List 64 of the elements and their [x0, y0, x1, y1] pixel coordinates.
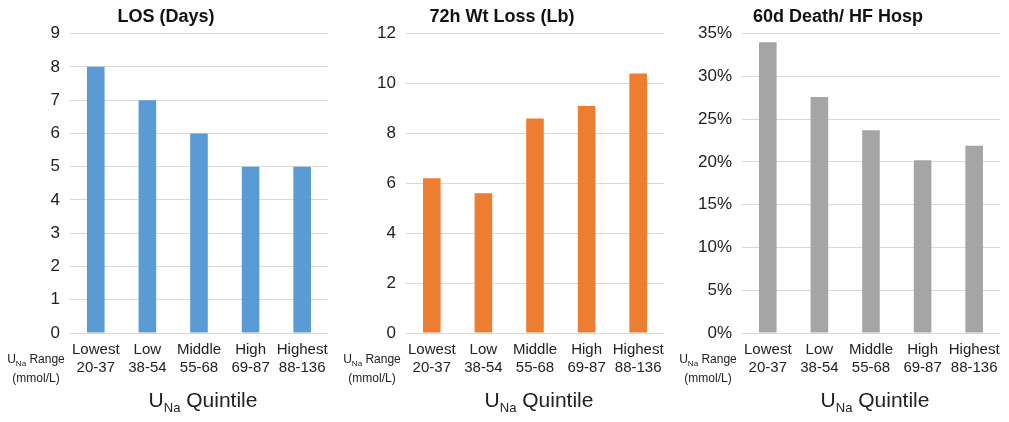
y-tick-label: 25%	[697, 108, 732, 128]
y-tick-label: 20%	[697, 151, 732, 171]
bar	[913, 160, 932, 333]
x-tick-label: Lowest 20-37	[72, 340, 121, 376]
bar	[965, 145, 983, 333]
text: U$_{Na}$ Range (mmol/L)	[678, 352, 738, 387]
bar	[423, 178, 441, 333]
x-axis-title: U$_{Na}$ Quintile	[147, 388, 259, 416]
bar	[577, 105, 596, 333]
y-tick-label: 1	[50, 289, 60, 309]
x-axis-title: U$_{Na}$ Quintile	[819, 388, 931, 416]
x-tick-label: Low 38-54	[464, 340, 503, 376]
bar	[474, 193, 493, 333]
y-tick-label: 2	[386, 272, 396, 292]
y-tick-label: 5	[50, 156, 60, 176]
bar	[629, 73, 647, 333]
y-tick-label: 7	[50, 89, 60, 109]
bar	[862, 130, 880, 333]
y-tick-label: 0%	[707, 322, 732, 342]
y-tick-label: 12	[377, 23, 396, 43]
x-tick-label: Low 38-54	[800, 340, 839, 376]
bar	[87, 66, 105, 333]
x-tick-label: Middle 55-68	[176, 340, 222, 376]
x-tick-label: Lowest 20-37	[408, 340, 457, 376]
y-tick-label: 10%	[697, 237, 732, 257]
chart-title: 60d Death/ HF Hosp	[752, 5, 924, 26]
y-tick-label: 6	[50, 123, 60, 143]
y-tick-label: 4	[50, 189, 60, 209]
bar	[190, 133, 208, 333]
x-tick-label: Low 38-54	[128, 340, 167, 376]
y-tick-label: 6	[386, 172, 396, 192]
x-tick-label: High 69-87	[231, 340, 270, 376]
y-tick-label: 5%	[707, 279, 732, 299]
bar	[241, 166, 260, 333]
chart-title: 72h Wt Loss (Lb)	[429, 5, 575, 26]
bar	[138, 100, 157, 333]
y-tick-label: 9	[50, 23, 60, 43]
x-axis-title: U$_{Na}$ Quintile	[483, 388, 595, 416]
y-tick-label: 0	[50, 322, 60, 342]
y-tick-label: 35%	[697, 23, 732, 43]
text: U$_{Na}$ Range (mmol/L)	[342, 352, 402, 387]
x-tick-label: Middle 55-68	[848, 340, 894, 376]
x-tick-label: Highest 88-136	[948, 340, 1001, 376]
x-tick-label: Highest 88-136	[612, 340, 665, 376]
y-tick-label: 0	[386, 322, 396, 342]
y-tick-label: 15%	[697, 194, 732, 214]
x-tick-label: Highest 88-136	[276, 340, 329, 376]
x-tick-label: High 69-87	[567, 340, 606, 376]
y-tick-label: 2	[50, 256, 60, 276]
x-tick-label: Middle 55-68	[512, 340, 558, 376]
text: U$_{Na}$ Range (mmol/L)	[6, 352, 66, 387]
y-tick-label: 30%	[697, 66, 732, 86]
bar	[810, 96, 829, 333]
x-tick-label: High 69-87	[903, 340, 942, 376]
y-tick-label: 8	[386, 123, 396, 143]
chart-title: LOS (Days)	[117, 5, 215, 26]
bar	[526, 118, 544, 333]
x-tick-label: Lowest 20-37	[744, 340, 793, 376]
bar	[293, 166, 311, 333]
y-tick-label: 10	[377, 73, 396, 93]
y-tick-label: 3	[50, 222, 60, 242]
y-tick-label: 4	[386, 222, 396, 242]
y-tick-label: 8	[50, 56, 60, 76]
bar	[759, 42, 777, 333]
